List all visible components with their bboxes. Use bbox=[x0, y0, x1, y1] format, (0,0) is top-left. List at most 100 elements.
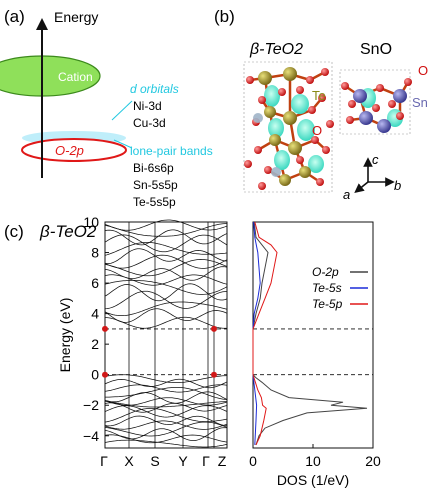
y-tick-label: 0 bbox=[91, 367, 99, 383]
axis-b-label: b bbox=[394, 178, 401, 193]
band-edge-dot bbox=[102, 371, 108, 378]
band-line bbox=[104, 301, 228, 316]
band-line bbox=[104, 266, 228, 281]
band-line bbox=[104, 402, 228, 413]
band-line bbox=[104, 427, 228, 441]
band-line bbox=[104, 420, 228, 430]
band-line bbox=[104, 400, 227, 408]
band-line bbox=[104, 316, 227, 329]
band-line bbox=[104, 434, 228, 444]
y-tick-label: −2 bbox=[83, 397, 99, 413]
y-axis-label: Energy (eV) bbox=[57, 298, 73, 373]
dos-x-ticks: 0 10 20 bbox=[249, 444, 381, 469]
panel-b-label: (b) bbox=[214, 7, 235, 26]
band-edge-dot bbox=[211, 325, 217, 332]
lone-pair-item: Sn-5s5p bbox=[133, 178, 178, 192]
band-edge-dot bbox=[211, 371, 217, 378]
dos-curves bbox=[252, 221, 368, 446]
band-edge-markers bbox=[102, 325, 217, 378]
band-line bbox=[104, 421, 228, 437]
dos-curve bbox=[252, 221, 368, 446]
k-point-label: Γ bbox=[100, 453, 108, 469]
band-line bbox=[104, 259, 228, 277]
te-atom-label: Te bbox=[312, 88, 326, 103]
dos-x-label: DOS (1/eV) bbox=[277, 472, 349, 488]
sno-structure-title: SnO bbox=[360, 41, 392, 58]
legend-entry: O-2p bbox=[312, 265, 339, 279]
cation-label: Cation bbox=[58, 70, 93, 84]
band-edge-dot bbox=[102, 325, 108, 332]
o2p-label: O-2p bbox=[55, 143, 84, 158]
dos-legend: O-2p Te-5s Te-5p bbox=[312, 265, 368, 311]
crystal-axes bbox=[354, 157, 395, 193]
k-point-label: X bbox=[124, 453, 134, 469]
panel-c-title: β-TeO2 bbox=[39, 222, 97, 241]
lone-pair-item: Bi-6s6p bbox=[133, 161, 174, 175]
o2p-band bbox=[21, 138, 127, 162]
y-tick-label: 10 bbox=[83, 214, 99, 230]
k-point-label: Γ bbox=[202, 453, 210, 469]
panel-b: (b) β-TeO2 SnO bbox=[214, 7, 428, 202]
beta-teo2-structure bbox=[243, 61, 334, 193]
band-line bbox=[105, 387, 228, 400]
band-line bbox=[104, 242, 228, 256]
d-orbital-leader bbox=[111, 100, 133, 121]
axis-c-label: c bbox=[372, 152, 379, 167]
k-point-label: Y bbox=[178, 453, 188, 469]
band-line bbox=[104, 397, 228, 406]
band-line bbox=[104, 280, 228, 295]
o-atom-label-left: O bbox=[312, 123, 322, 138]
band-lines bbox=[104, 219, 228, 448]
band-line bbox=[104, 405, 228, 418]
band-line bbox=[104, 391, 228, 404]
band-line bbox=[104, 439, 228, 448]
legend-entry: Te-5p bbox=[312, 297, 343, 311]
legend-entry: Te-5s bbox=[312, 281, 342, 295]
band-line bbox=[104, 219, 228, 231]
energy-axis-label: Energy bbox=[54, 9, 98, 25]
k-point-dividers bbox=[128, 222, 215, 448]
y-tick-label: 4 bbox=[91, 306, 99, 322]
lone-pair-item: Te-5s5p bbox=[133, 195, 176, 209]
dos-curve bbox=[252, 221, 278, 446]
k-point-label: S bbox=[150, 453, 159, 469]
reference-lines bbox=[105, 328, 373, 376]
dos-curve bbox=[252, 221, 261, 445]
band-line bbox=[104, 290, 228, 310]
panel-c-label: (c) bbox=[4, 222, 24, 241]
band-line bbox=[104, 254, 228, 269]
dos-frame bbox=[252, 221, 374, 449]
band-line bbox=[104, 229, 228, 246]
dos-tick-label: 20 bbox=[365, 453, 381, 469]
band-line bbox=[104, 374, 228, 383]
band-line bbox=[104, 248, 228, 264]
band-structure-frame bbox=[104, 221, 228, 449]
panel-a-label: (a) bbox=[4, 7, 25, 26]
beta-teo2-structure-title: β-TeO2 bbox=[249, 41, 303, 58]
band-line bbox=[104, 223, 228, 237]
d-orbitals-title: d orbitals bbox=[130, 82, 179, 96]
band-line bbox=[104, 384, 228, 393]
sn-atom-label: Sn bbox=[412, 95, 428, 110]
d-orbital-item: Ni-3d bbox=[133, 99, 162, 113]
lone-pair-leader bbox=[113, 139, 133, 149]
panel-a: (a) Energy Cation O-2p d orbitals Ni-3d … bbox=[0, 7, 213, 209]
o-atom-label-right: O bbox=[418, 63, 428, 78]
band-line bbox=[104, 308, 228, 323]
y-tick-label: −4 bbox=[83, 428, 99, 444]
band-line bbox=[104, 415, 228, 427]
k-point-label: Z bbox=[218, 453, 227, 469]
y-tick-label: 6 bbox=[91, 275, 99, 291]
band-line bbox=[104, 283, 228, 302]
band-line bbox=[104, 378, 228, 389]
axis-a-label: a bbox=[343, 187, 350, 202]
d-orbital-item: Cu-3d bbox=[133, 116, 166, 130]
dos-tick-label: 10 bbox=[305, 453, 321, 469]
y-tick-label: 2 bbox=[91, 336, 99, 352]
y-tick-label: 8 bbox=[91, 245, 99, 261]
band-line bbox=[104, 408, 228, 423]
band-line bbox=[104, 234, 228, 253]
